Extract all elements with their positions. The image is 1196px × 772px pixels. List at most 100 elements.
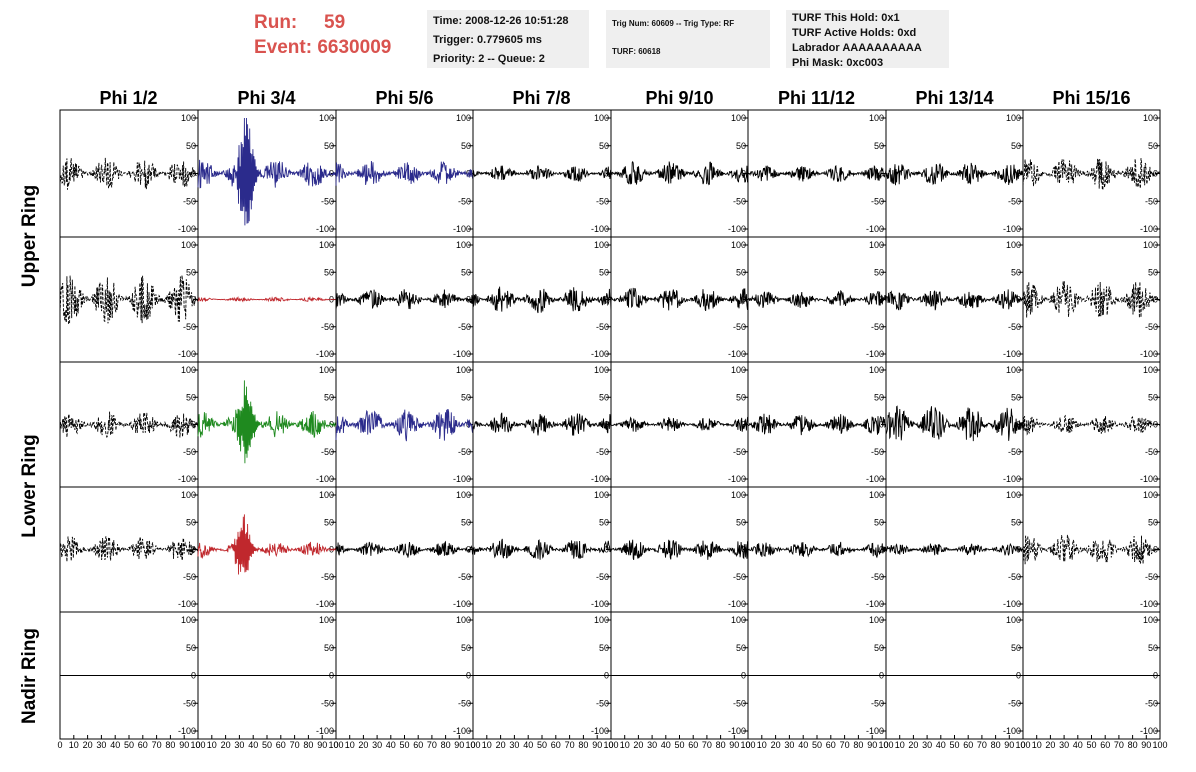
ytick-label-r4-c4: 50 (599, 517, 609, 527)
xtick-label: 30 (234, 740, 244, 750)
ytick-label-r4-c2: 50 (324, 517, 334, 527)
ytick-label-r4-c6: -50 (871, 572, 884, 582)
ytick-label-r4-c1: 100 (181, 490, 196, 500)
ytick-label-r2-c6: 50 (874, 267, 884, 277)
ytick-label-r3-c7: 0 (1016, 420, 1021, 430)
ytick-label-r2-c1: 50 (186, 267, 196, 277)
ytick-label-r3-c2: 100 (319, 365, 334, 375)
column-title-phi-3-4: Phi 3/4 (237, 88, 296, 108)
ytick-label-r3-c8: 50 (1148, 392, 1158, 402)
xtick-label: 50 (949, 740, 959, 750)
xtick-label: 10 (207, 740, 217, 750)
xtick-label: 10 (482, 740, 492, 750)
column-title-phi-7-8: Phi 7/8 (512, 88, 571, 108)
ytick-label-r5-c3: -100 (453, 726, 471, 736)
ytick-label-r3-c8: 100 (1143, 365, 1158, 375)
ytick-label-r5-c5: -50 (733, 698, 746, 708)
xtick-label: 50 (537, 740, 547, 750)
xtick-label: 50 (674, 740, 684, 750)
waveform-trace-r3-c2 (197, 380, 337, 464)
ytick-label-r1-c2: -50 (321, 196, 334, 206)
ytick-label-r2-c5: 50 (736, 267, 746, 277)
xtick-label: 0 (57, 740, 62, 750)
waveform-trace-r3-c3 (335, 408, 474, 442)
waveform-trace-r1-c4 (472, 164, 612, 183)
ytick-label-r1-c7: -100 (1003, 224, 1021, 234)
ytick-label-r1-c5: -50 (733, 196, 746, 206)
ytick-label-r1-c7: -50 (1008, 196, 1021, 206)
ytick-label-r1-c4: -100 (591, 224, 609, 234)
ytick-label-r2-c5: -100 (728, 349, 746, 359)
ytick-label-r1-c1: -100 (178, 224, 196, 234)
ytick-label-r5-c1: 100 (181, 615, 196, 625)
ytick-label-r4-c6: 50 (874, 517, 884, 527)
waveform-trace-r4-c7 (885, 542, 1024, 556)
ytick-label-r1-c2: 0 (329, 169, 334, 179)
ytick-label-r1-c3: -50 (458, 196, 471, 206)
ytick-label-r3-c3: 100 (456, 365, 471, 375)
ytick-label-r3-c1: -100 (178, 474, 196, 484)
waveform-trace-r2-c4 (472, 286, 612, 314)
ytick-label-r5-c7: -50 (1008, 698, 1021, 708)
xtick-label: 60 (138, 740, 148, 750)
ytick-label-r5-c2: 50 (324, 643, 334, 653)
column-title-phi-11-12: Phi 11/12 (777, 88, 856, 108)
xtick-label: 30 (922, 740, 932, 750)
xtick-label: 80 (1128, 740, 1138, 750)
xtick-label: 10 (69, 740, 79, 750)
ytick-label-r5-c6: -50 (871, 698, 884, 708)
ytick-label-r1-c6: 50 (874, 141, 884, 151)
ytick-label-r2-c3: -50 (458, 322, 471, 332)
ytick-label-r3-c2: -50 (321, 447, 334, 457)
event-value: 6630009 (317, 37, 392, 58)
ytick-label-r5-c4: -100 (591, 726, 609, 736)
xtick-label: 60 (688, 740, 698, 750)
waveform-trace-r3-c5 (610, 416, 749, 432)
xtick-label: 90 (454, 740, 464, 750)
ytick-label-r3-c8: -100 (1140, 474, 1158, 484)
ytick-label-r3-c2: 50 (324, 392, 334, 402)
ytick-label-r1-c4: 100 (594, 113, 609, 123)
turf-info-box: TURF This Hold: 0x1 TURF Active Holds: 0… (786, 10, 949, 69)
waveform-trace-r3-c7 (885, 405, 1024, 442)
ytick-label-r4-c5: 50 (736, 517, 746, 527)
ytick-label-r3-c4: -100 (591, 474, 609, 484)
xtick-label: 100 (603, 740, 618, 750)
ytick-label-r2-c4: -100 (591, 349, 609, 359)
ytick-label-r5-c3: 100 (456, 615, 471, 625)
xtick-label: 30 (372, 740, 382, 750)
column-title-phi-1-2: Phi 1/2 (99, 88, 158, 108)
ytick-label-r2-c7: 100 (1006, 240, 1021, 250)
ytick-label-r3-c6: 0 (879, 420, 884, 430)
xtick-label: 50 (399, 740, 409, 750)
ytick-label-r3-c4: -50 (596, 447, 609, 457)
waveform-trace-r1-c7 (885, 162, 1024, 186)
ytick-label-r5-c1: -100 (178, 726, 196, 736)
xtick-label: 70 (427, 740, 437, 750)
ytick-label-r2-c5: 100 (731, 240, 746, 250)
ytick-label-r3-c6: -100 (866, 474, 884, 484)
ytick-label-r3-c5: 100 (731, 365, 746, 375)
ytick-label-r3-c1: 50 (186, 392, 196, 402)
ytick-label-r3-c5: 50 (736, 392, 746, 402)
waveform-trace-r4-c4 (472, 538, 612, 560)
xtick-label: 80 (578, 740, 588, 750)
xtick-label: 10 (620, 740, 630, 750)
column-title-phi-5-6: Phi 5/6 (375, 88, 434, 108)
xtick-label: 30 (1059, 740, 1069, 750)
ytick-label-r2-c1: -100 (178, 349, 196, 359)
ytick-label-r2-c8: -100 (1140, 349, 1158, 359)
ytick-label-r4-c8: -100 (1140, 599, 1158, 609)
ytick-label-r4-c1: 50 (186, 517, 196, 527)
ytick-label-r3-c3: 50 (461, 392, 471, 402)
ytick-label-r5-c4: 50 (599, 643, 609, 653)
ytick-label-r1-c8: 100 (1143, 113, 1158, 123)
time-line: Time: 2008-12-26 10:51:28 (433, 15, 569, 27)
turf-active-line: TURF Active Holds: 0xd (792, 27, 917, 39)
ytick-label-r2-c8: 0 (1153, 295, 1158, 305)
ytick-label-r2-c3: -100 (453, 349, 471, 359)
xtick-label: 10 (895, 740, 905, 750)
ytick-label-r1-c2: -100 (316, 224, 334, 234)
ytick-label-r4-c4: -100 (591, 599, 609, 609)
ytick-label-r3-c5: -100 (728, 474, 746, 484)
